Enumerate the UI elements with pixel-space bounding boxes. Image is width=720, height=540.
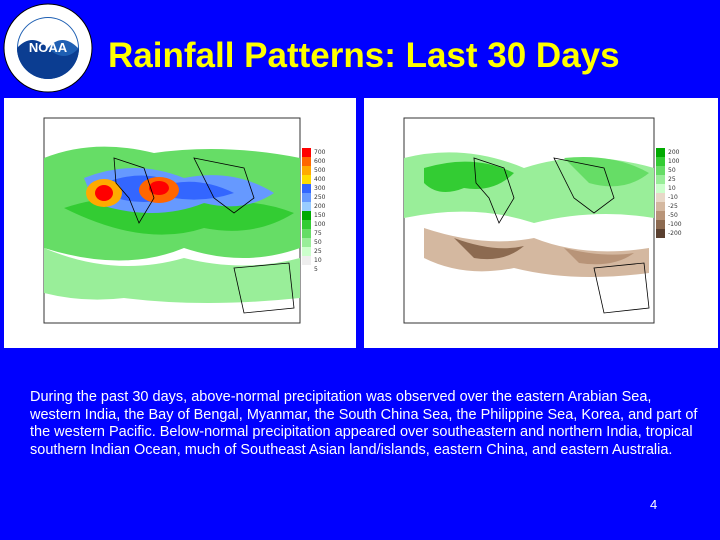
legend-label: 400: [314, 176, 326, 183]
legend-swatch: [656, 211, 665, 220]
legend-label: -200: [668, 230, 682, 237]
anomaly-legend: 200 100 50 25 10 -10 -25 -50 -100 -200: [656, 148, 694, 238]
legend-entry: 300: [302, 184, 340, 193]
legend-label: 75: [314, 230, 322, 237]
legend-swatch: [302, 193, 311, 202]
legend-entry: 500: [302, 166, 340, 175]
precipitation-anomaly-map-graphic: [403, 117, 655, 324]
legend-swatch: [302, 202, 311, 211]
legend-swatch: [656, 175, 665, 184]
legend-entry: -50: [656, 211, 694, 220]
legend-entry: 10: [656, 184, 694, 193]
legend-entry: 200: [302, 202, 340, 211]
legend-swatch: [656, 166, 665, 175]
legend-swatch: [656, 184, 665, 193]
legend-label: -25: [668, 203, 678, 210]
precipitation-legend: 700 600 500 400 300 250 200 150 100 75 50 25 10 5: [302, 148, 340, 274]
legend-entry: 50: [302, 238, 340, 247]
legend-label: 150: [314, 212, 326, 219]
legend-swatch: [656, 157, 665, 166]
description-text: During the past 30 days, above-normal pr…: [30, 389, 698, 458]
slide-title: Rainfall Patterns: Last 30 Days: [108, 36, 620, 75]
legend-swatch: [302, 211, 311, 220]
legend-label: 700: [314, 149, 326, 156]
page-number: 4: [650, 497, 658, 512]
legend-label: 100: [314, 221, 326, 228]
legend-label: -10: [668, 194, 678, 201]
legend-entry: 75: [302, 229, 340, 238]
legend-swatch: [656, 202, 665, 211]
legend-entry: 25: [656, 175, 694, 184]
legend-entry: 50: [656, 166, 694, 175]
svg-text:NOAA: NOAA: [29, 40, 68, 55]
legend-swatch: [302, 256, 311, 265]
precipitation-total-map-graphic: [43, 117, 301, 324]
legend-entry: 100: [302, 220, 340, 229]
legend-swatch: [302, 238, 311, 247]
legend-swatch: [302, 184, 311, 193]
legend-entry: 150: [302, 211, 340, 220]
legend-swatch: [656, 193, 665, 202]
legend-entry: 200: [656, 148, 694, 157]
legend-label: 300: [314, 185, 326, 192]
legend-swatch: [302, 247, 311, 256]
legend-entry: 400: [302, 175, 340, 184]
legend-entry: -10: [656, 193, 694, 202]
legend-label: 25: [314, 248, 322, 255]
legend-label: -50: [668, 212, 678, 219]
precipitation-anomaly-map: 200 100 50 25 10 -10 -25 -50 -100 -200: [364, 98, 718, 348]
legend-swatch: [302, 229, 311, 238]
legend-label: 25: [668, 176, 676, 183]
legend-entry: 600: [302, 157, 340, 166]
legend-label: 10: [314, 257, 322, 264]
legend-swatch: [302, 157, 311, 166]
legend-label: 50: [314, 239, 322, 246]
legend-label: 5: [314, 266, 318, 273]
legend-entry: 250: [302, 193, 340, 202]
legend-entry: 700: [302, 148, 340, 157]
legend-swatch: [302, 265, 311, 274]
legend-label: 200: [668, 149, 680, 156]
legend-entry: 10: [302, 256, 340, 265]
legend-label: 10: [668, 185, 676, 192]
legend-entry: 25: [302, 247, 340, 256]
legend-swatch: [656, 220, 665, 229]
legend-label: 250: [314, 194, 326, 201]
legend-swatch: [302, 166, 311, 175]
legend-label: 200: [314, 203, 326, 210]
legend-label: 100: [668, 158, 680, 165]
legend-swatch: [302, 220, 311, 229]
legend-label: -100: [668, 221, 682, 228]
legend-swatch: [656, 229, 665, 238]
legend-entry: 5: [302, 265, 340, 274]
legend-swatch: [302, 148, 311, 157]
legend-entry: -25: [656, 202, 694, 211]
noaa-logo: NOAA: [2, 2, 94, 94]
legend-entry: 100: [656, 157, 694, 166]
legend-label: 50: [668, 167, 676, 174]
legend-label: 600: [314, 158, 326, 165]
legend-swatch: [656, 148, 665, 157]
legend-entry: -100: [656, 220, 694, 229]
precipitation-total-map: 700 600 500 400 300 250 200 150 100 75 50 25 10 5: [4, 98, 356, 348]
legend-label: 500: [314, 167, 326, 174]
legend-entry: -200: [656, 229, 694, 238]
legend-swatch: [302, 175, 311, 184]
